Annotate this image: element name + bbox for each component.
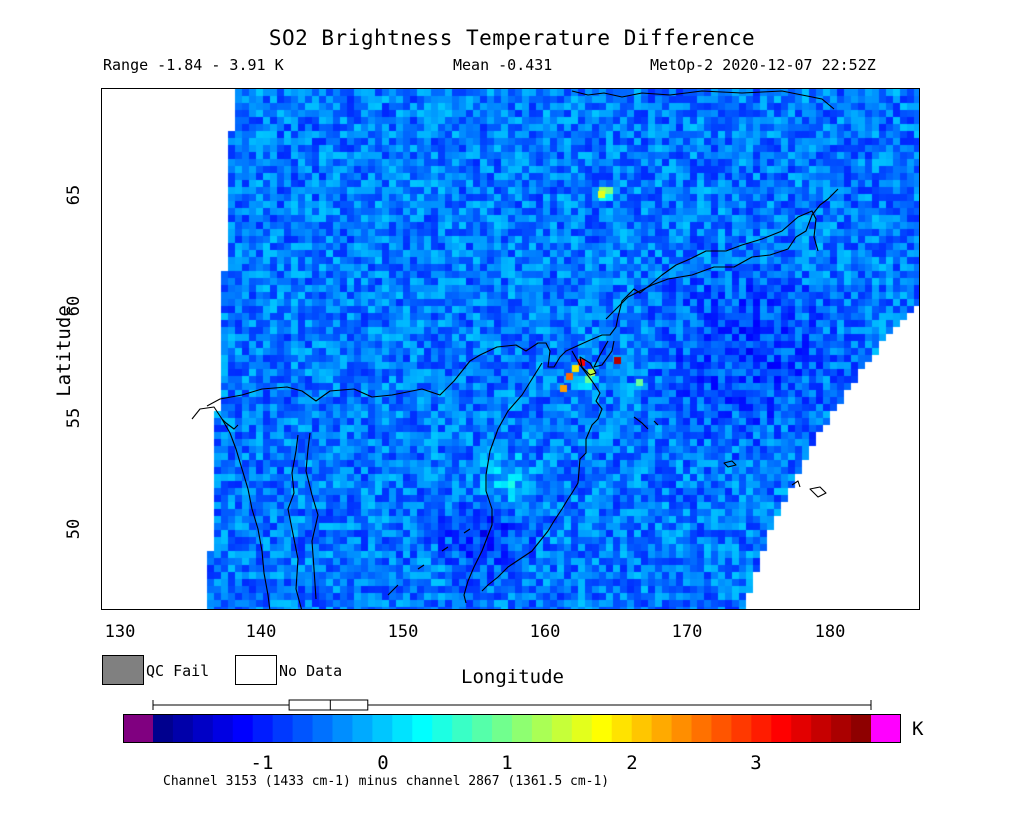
colorbar-unit: K — [912, 718, 924, 740]
colorbar-segment — [212, 714, 234, 743]
colorbar-segment — [472, 714, 493, 743]
mean-readout: Mean -0.431 — [453, 56, 553, 74]
colorbar-tick-label: 0 — [377, 752, 389, 774]
colorbar-tick-label: 3 — [750, 752, 762, 774]
x-tick-label: 180 — [814, 622, 846, 642]
colorbar — [123, 714, 901, 743]
colorbar-segment — [671, 714, 692, 743]
colorbar-segment — [272, 714, 294, 743]
coastline-mainland-sw — [191, 406, 271, 609]
colorbar-segment — [232, 714, 254, 743]
colorbar-segment — [492, 714, 513, 743]
colorbar-segment — [851, 714, 872, 743]
x-axis-label: Longitude — [461, 666, 564, 688]
channel-note: Channel 3153 (1433 cm-1) minus channel 2… — [163, 774, 610, 789]
coastline-kamchatka-east — [481, 350, 603, 592]
coastline-taygonos — [593, 340, 615, 368]
y-axis-label: Latitude — [52, 305, 75, 397]
colorbar-segment — [372, 714, 393, 743]
coastline-north — [571, 90, 835, 110]
colorbar-segment — [651, 714, 673, 743]
y-tick-label: 65 — [64, 184, 85, 206]
y-tick-label: 55 — [64, 407, 85, 429]
colorbar-segment — [551, 714, 573, 743]
qc-fail-swatch — [102, 655, 144, 685]
qc-fail-label: QC Fail — [146, 662, 210, 680]
colorbar-tick-label: 2 — [626, 752, 638, 774]
coastline-overlay — [191, 90, 839, 609]
colorbar-segment — [591, 714, 613, 743]
value-distribution-boxplot — [152, 699, 872, 711]
colorbar-segment — [412, 714, 433, 743]
x-tick-label: 160 — [529, 622, 561, 642]
colorbar-segment — [691, 714, 712, 743]
coastline-kamchatka-west — [463, 362, 543, 604]
map-plot-area — [101, 88, 920, 610]
coastline-commander — [633, 416, 659, 430]
x-tick-label: 170 — [671, 622, 703, 642]
so2-data-field — [102, 89, 919, 609]
colorbar-segment — [312, 714, 333, 743]
colorbar-segment — [352, 714, 373, 743]
colorbar-segment — [332, 714, 353, 743]
no-data-swatch — [235, 655, 277, 685]
colorbar-segment — [731, 714, 752, 743]
colorbar-segment — [531, 714, 553, 743]
colorbar-segment — [512, 714, 533, 743]
x-tick-label: 140 — [245, 622, 277, 642]
x-tick-label: 150 — [387, 622, 419, 642]
colorbar-segment — [392, 714, 413, 743]
colorbar-segment — [153, 714, 174, 743]
colorbar-segment — [831, 714, 852, 743]
coastline-amur — [221, 418, 239, 430]
y-tick-label: 50 — [64, 518, 85, 540]
colorbar-segment — [252, 714, 274, 743]
colorbar-tick-label: 1 — [501, 752, 513, 774]
coastline-aleutians — [723, 460, 827, 498]
coastline-karaginsky — [579, 356, 597, 376]
colorbar-segment — [771, 714, 792, 743]
colorbar-segment — [751, 714, 772, 743]
colorbar-segment — [631, 714, 653, 743]
coastline-sakhalin-east — [305, 432, 319, 600]
boxplot-box — [288, 699, 369, 711]
coastline-sakhalin — [287, 434, 303, 609]
range-readout: Range -1.84 - 3.91 K — [103, 56, 284, 74]
coastline-anadyr — [605, 188, 839, 320]
no-data-label: No Data — [279, 662, 343, 680]
x-tick-label: 130 — [104, 622, 136, 642]
colorbar-segment — [711, 714, 732, 743]
colorbar-segment — [811, 714, 832, 743]
colorbar-segment — [292, 714, 314, 743]
colorbar-segment — [192, 714, 214, 743]
colorbar-segment — [432, 714, 453, 743]
satellite-timestamp: MetOp-2 2020-12-07 22:52Z — [650, 56, 876, 74]
coastline-kurils — [387, 528, 471, 596]
coastline-okhotsk — [206, 210, 819, 407]
colorbar-overflow — [871, 714, 901, 743]
colorbar-segment — [611, 714, 633, 743]
chart-title: SO2 Brightness Temperature Difference — [268, 26, 756, 50]
colorbar-segment — [791, 714, 812, 743]
colorbar-underflow — [123, 714, 153, 743]
colorbar-tick-label: -1 — [250, 752, 274, 774]
colorbar-segment — [571, 714, 593, 743]
colorbar-segment — [172, 714, 194, 743]
colorbar-segment — [452, 714, 473, 743]
